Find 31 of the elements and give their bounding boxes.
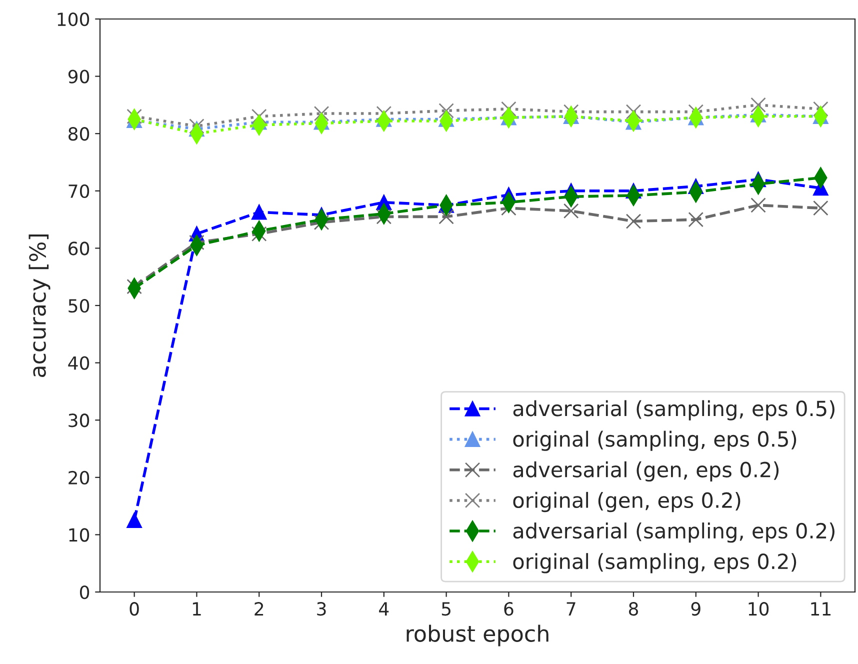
x-tick-label: 7 <box>566 602 576 616</box>
x-tick-label: 11 <box>811 602 830 616</box>
x-tick-label: 5 <box>442 602 450 616</box>
y-tick-label: 100 <box>58 12 90 26</box>
y-tick-label: 30 <box>68 414 90 428</box>
x-tick-label: 4 <box>379 602 389 616</box>
x-tick-label: 2 <box>254 602 264 616</box>
x-tick-label: 3 <box>317 602 326 616</box>
y-tick-label: 60 <box>68 242 90 256</box>
legend-label: adversarial (sampling, eps 0.5) <box>513 400 834 420</box>
x-tick-label: 0 <box>130 602 139 616</box>
x-tick-label: 8 <box>628 602 638 616</box>
y-tick-label: 70 <box>68 184 90 198</box>
y-tick-label: 0 <box>80 585 90 600</box>
y-tick-label: 90 <box>68 70 90 84</box>
y-axis-title: accuracy [%] <box>28 234 50 378</box>
x-tick-label: 1 <box>192 602 201 616</box>
y-tick-label: 10 <box>69 528 90 542</box>
x-tick-label: 9 <box>691 602 700 616</box>
legend-label: original (sampling, eps 0.2) <box>513 553 796 574</box>
legend-label: adversarial (gen, eps 0.2) <box>513 461 779 482</box>
legend-label: adversarial (sampling, eps 0.2) <box>513 522 834 543</box>
legend-label: original (gen, eps 0.2) <box>513 492 740 512</box>
y-tick-label: 20 <box>68 470 90 485</box>
x-tick-label: 10 <box>748 602 769 616</box>
y-tick-label: 80 <box>68 127 90 141</box>
y-tick-label: 50 <box>68 298 90 313</box>
x-axis-title: robust epoch <box>406 624 548 646</box>
y-tick-label: 40 <box>68 356 90 370</box>
x-tick-label: 6 <box>504 602 514 616</box>
legend-label: original (sampling, eps 0.5) <box>513 430 796 451</box>
